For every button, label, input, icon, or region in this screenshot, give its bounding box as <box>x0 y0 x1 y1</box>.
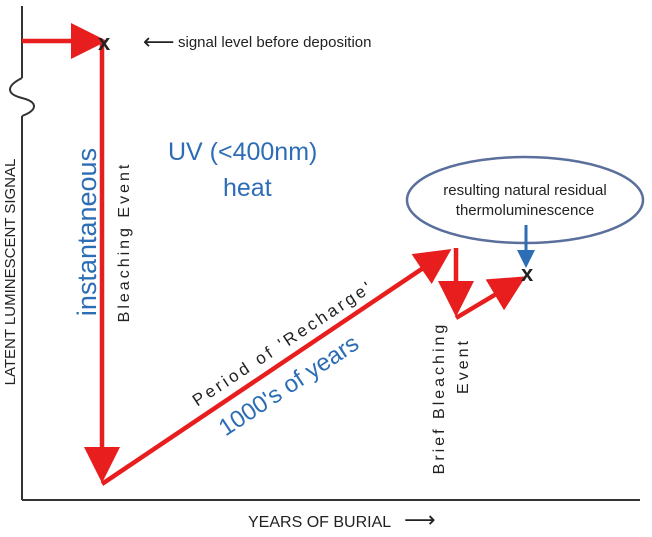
x-axis-arrow: ⟶ <box>404 507 436 532</box>
y-axis-break <box>9 77 35 117</box>
marker-end: x <box>521 261 534 286</box>
signal-arrows <box>22 23 526 486</box>
residual-line1: resulting natural residual <box>443 182 606 199</box>
heat-label: heat <box>223 174 272 202</box>
brief-event-label: Event <box>455 338 472 394</box>
residual-line2: thermoluminescence <box>456 202 594 219</box>
axes <box>9 6 640 501</box>
arrow-residual-rise <box>454 276 526 320</box>
signal-before-label: signal level before deposition <box>178 34 371 51</box>
y-axis-label: LATENT LUMINESCENT SIGNAL <box>2 159 19 386</box>
marker-start: x <box>98 30 111 55</box>
brief-bleaching-label: Brief Bleaching <box>431 322 448 475</box>
uv-label: UV (<400nm) <box>168 138 317 166</box>
instantaneous-label: instantaneous <box>72 148 102 316</box>
x-axis-label: YEARS OF BURIAL <box>248 514 391 531</box>
bleaching-event-label: Bleaching Event <box>116 162 133 323</box>
signal-before-arrow: ⟵ <box>143 29 175 54</box>
arrow-recharge <box>100 248 452 486</box>
